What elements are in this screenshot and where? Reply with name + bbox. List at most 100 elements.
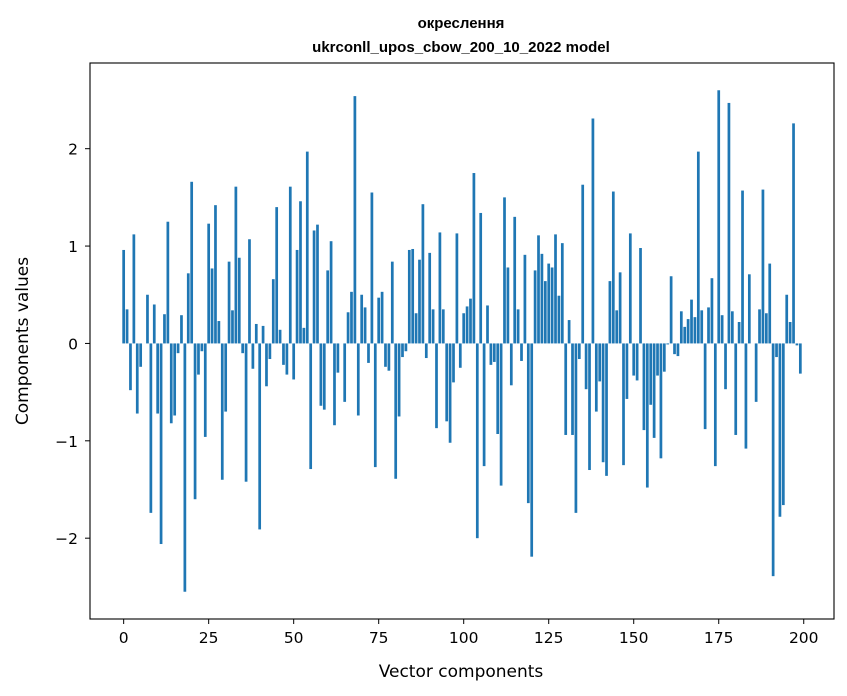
bar-163	[676, 343, 680, 357]
bar-125	[547, 263, 551, 344]
y-tick-label: 1	[68, 238, 78, 256]
bar-8	[149, 343, 153, 513]
bar-198	[795, 343, 799, 346]
bar-12	[163, 314, 166, 344]
bar-39	[254, 323, 258, 344]
bar-158	[659, 343, 663, 459]
bar-119	[526, 343, 530, 504]
bar-69	[356, 343, 360, 416]
bar-136	[584, 343, 588, 390]
bar-13	[166, 221, 170, 344]
y-axis-label: Components values	[13, 257, 33, 425]
bar-171	[703, 343, 707, 430]
bar-60	[326, 270, 330, 344]
bar-166	[686, 319, 690, 344]
bar-107	[486, 305, 489, 344]
bar-43	[268, 343, 272, 360]
bar-96	[448, 343, 452, 443]
bar-2	[129, 343, 132, 391]
bar-104	[475, 343, 479, 539]
bar-61	[329, 241, 333, 344]
bar-67	[350, 291, 353, 344]
x-tick-label: 25	[199, 629, 219, 647]
bar-91	[431, 309, 435, 344]
bar-138	[591, 118, 595, 344]
bar-11	[159, 343, 163, 545]
bar-179	[730, 311, 734, 344]
bar-196	[788, 322, 792, 344]
bar-73	[370, 192, 374, 344]
bar-102	[469, 298, 472, 344]
bar-66	[346, 312, 350, 344]
bar-30	[224, 343, 228, 412]
bar-161	[669, 276, 673, 344]
bar-120	[530, 343, 534, 557]
bar-115	[513, 216, 517, 344]
bar-121	[533, 270, 537, 344]
bar-45	[275, 207, 279, 344]
bar-80	[394, 343, 398, 479]
bar-25	[207, 223, 211, 344]
y-tick-label: 2	[68, 141, 78, 159]
x-tick-label: 75	[369, 629, 389, 647]
bar-88	[421, 204, 425, 344]
bar-49	[288, 186, 292, 344]
bar-174	[713, 343, 717, 467]
bar-94	[441, 309, 445, 344]
bar-111	[499, 343, 503, 486]
bar-86	[414, 313, 418, 344]
bar-113	[506, 267, 510, 344]
bar-55	[309, 343, 313, 470]
bar-184	[747, 274, 751, 344]
bar-127	[554, 234, 557, 344]
bar-75	[377, 297, 381, 344]
bar-1	[125, 309, 129, 344]
bar-164	[679, 311, 683, 344]
bar-22	[197, 343, 200, 375]
bar-21	[193, 343, 197, 500]
bar-101	[465, 306, 469, 344]
bar-51	[295, 249, 299, 344]
bar-85	[411, 248, 415, 344]
bar-156	[652, 343, 656, 438]
bar-170	[700, 310, 704, 344]
bar-48	[285, 343, 289, 375]
bar-139	[594, 343, 598, 412]
x-tick-label: 50	[284, 629, 304, 647]
bar-137	[588, 343, 591, 471]
bar-95	[445, 343, 449, 422]
bar-18	[183, 343, 187, 592]
bar-135	[581, 184, 585, 344]
bar-56	[312, 230, 316, 344]
bar-71	[363, 307, 367, 344]
bar-105	[479, 212, 483, 344]
bar-97	[452, 343, 455, 383]
bar-37	[248, 239, 251, 344]
x-tick-label: 175	[704, 629, 734, 647]
bar-17	[180, 315, 183, 344]
bar-118	[523, 254, 527, 344]
bar-46	[278, 329, 282, 344]
bar-44	[271, 279, 275, 344]
bar-99	[458, 343, 462, 368]
x-axis: 0 25 50 75 100 125 150 175 200	[119, 619, 819, 647]
bar-150	[632, 343, 636, 376]
bar-38	[251, 343, 255, 369]
bar-4	[135, 343, 139, 414]
bar-53	[302, 327, 306, 344]
bar-89	[424, 343, 428, 359]
bar-149	[628, 233, 632, 344]
bar-62	[333, 343, 336, 426]
bar-47	[282, 343, 285, 365]
y-tick-label: 0	[68, 335, 78, 353]
bar-42	[265, 343, 268, 387]
y-axis: −2 −1 0 1 2	[55, 141, 90, 548]
bar-188	[761, 189, 765, 344]
bar-33	[234, 186, 238, 344]
bar-58	[319, 343, 323, 406]
bar-140	[598, 343, 602, 382]
bar-141	[601, 343, 605, 463]
bar-108	[489, 343, 493, 365]
bar-78	[387, 343, 391, 371]
